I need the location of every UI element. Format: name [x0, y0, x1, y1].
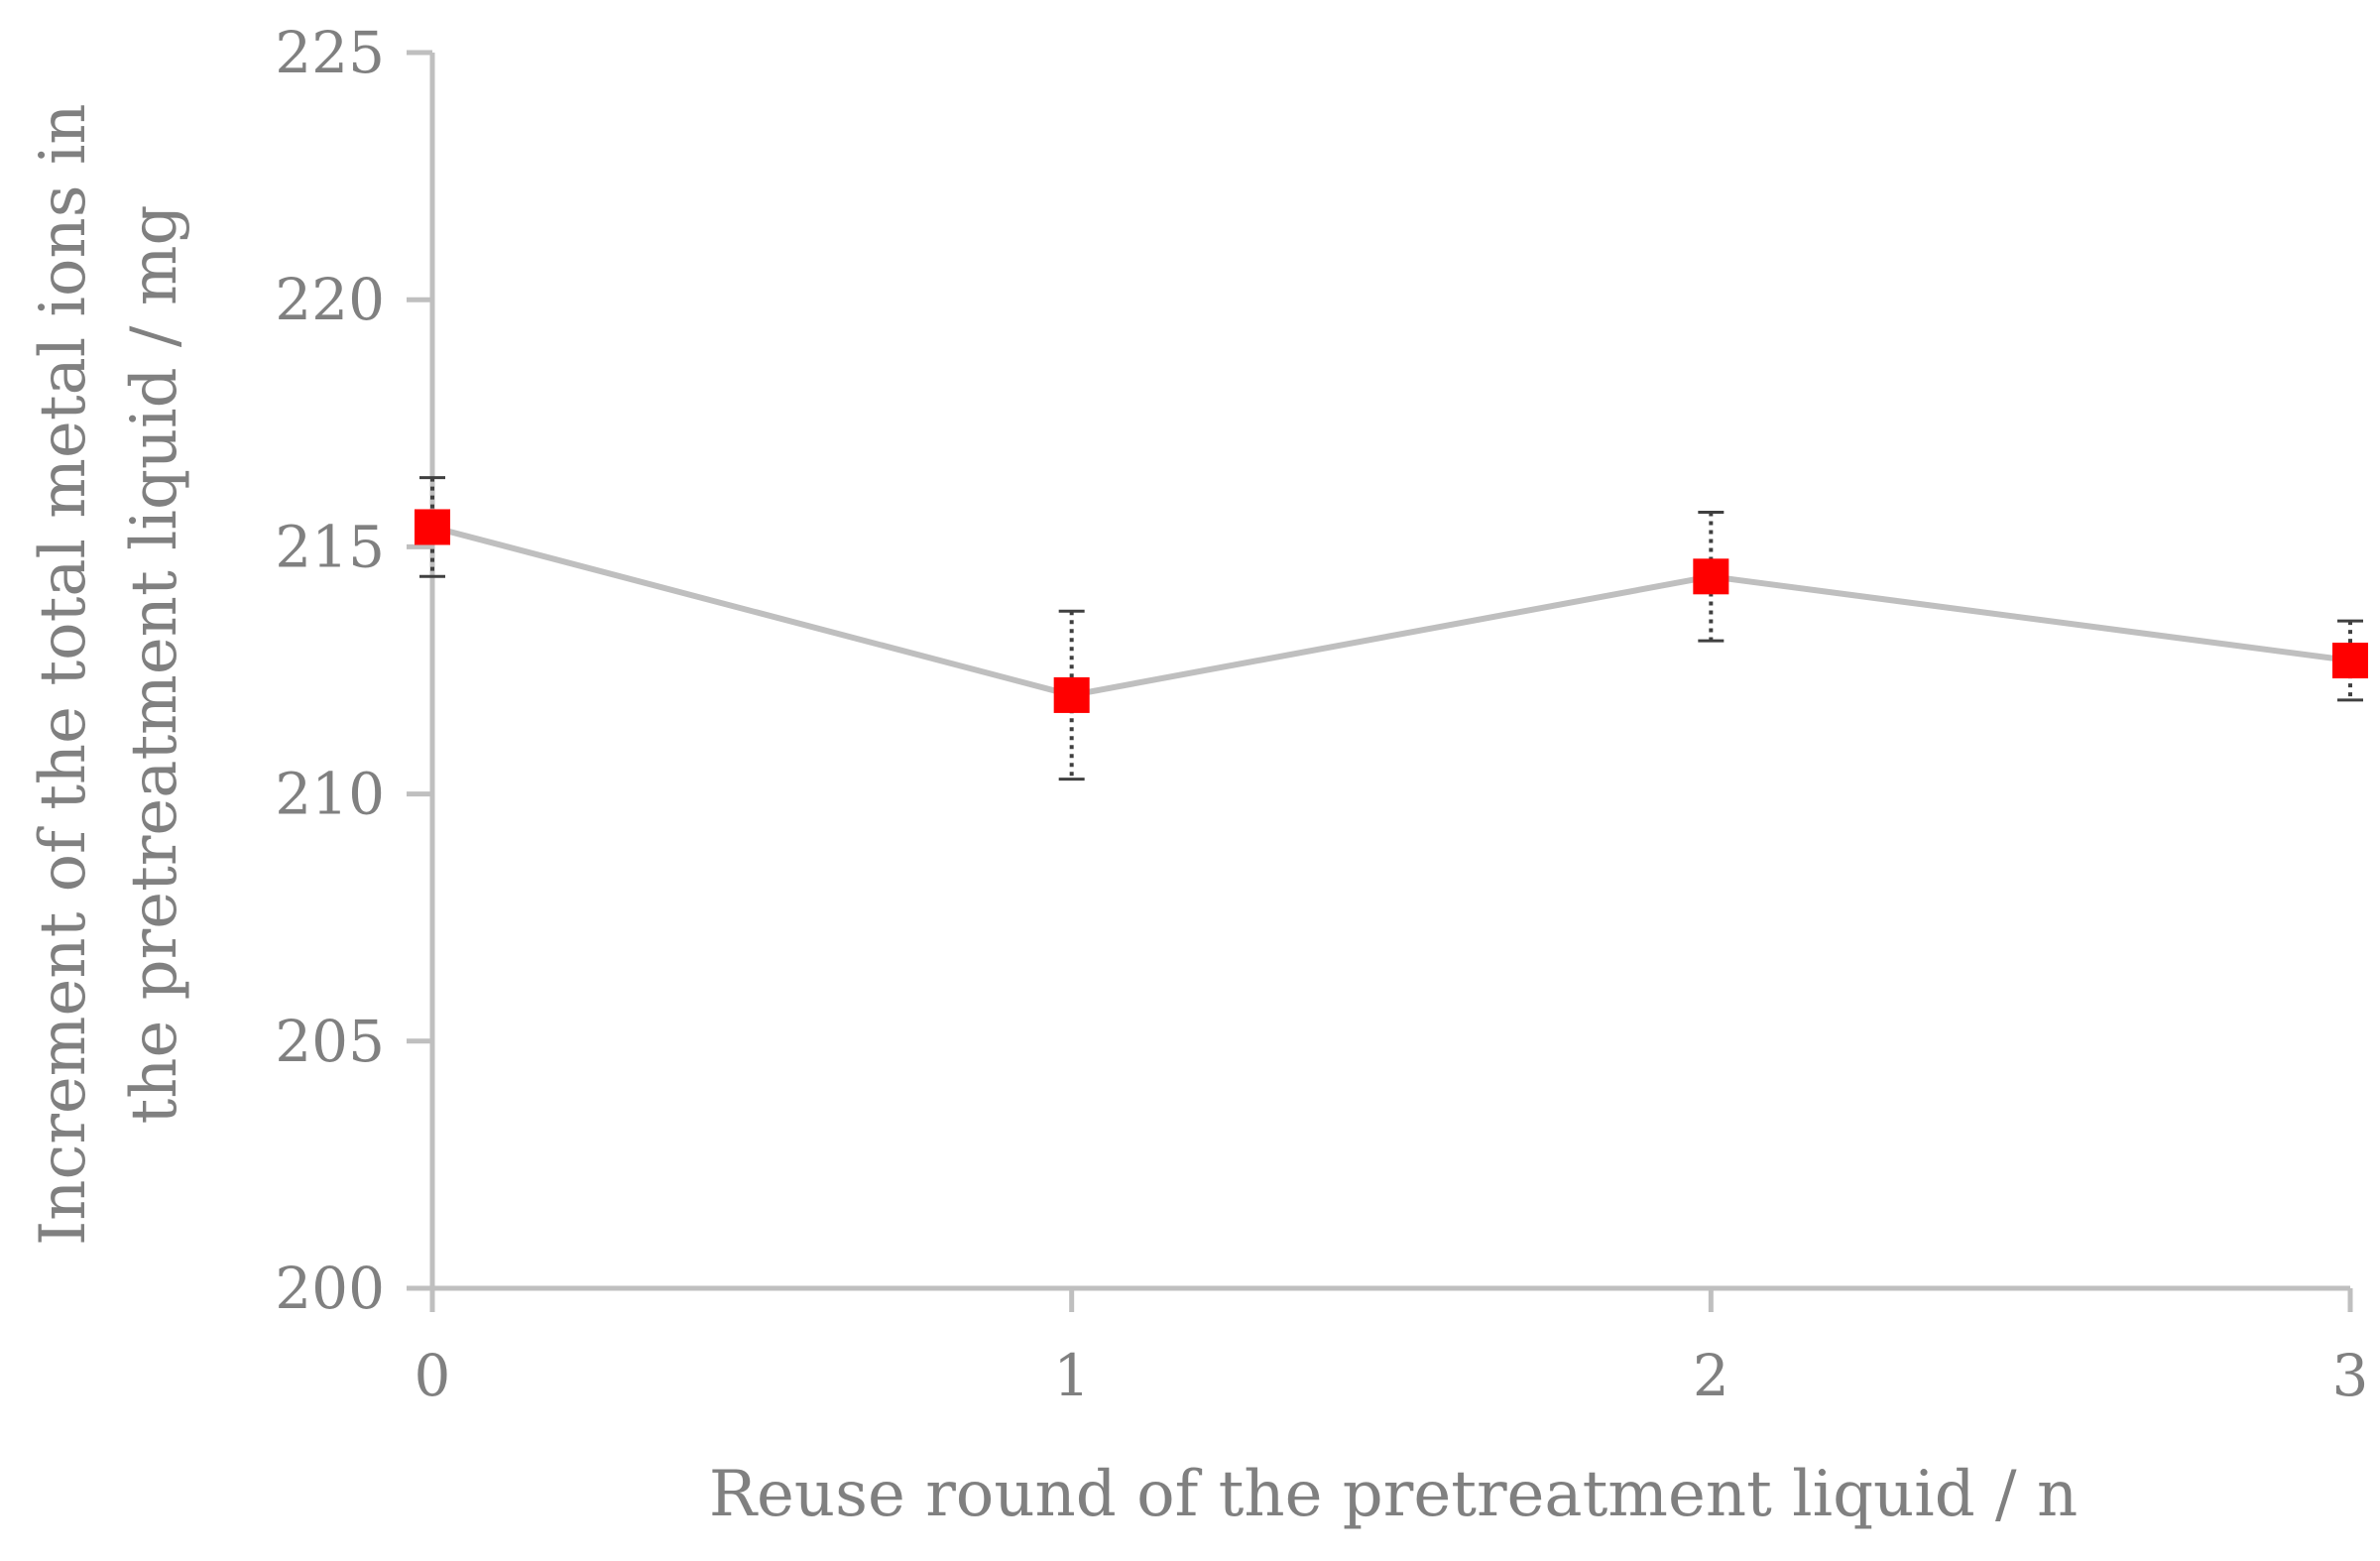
y-tick-label: 225	[275, 19, 385, 86]
x-tick-label: 3	[2332, 1342, 2369, 1409]
x-tick-label: 1	[1053, 1342, 1090, 1409]
y-tick-label: 210	[275, 761, 385, 828]
tick-labels: 200 205 210 215 220 225 0 1 2 3	[275, 19, 2368, 1409]
y-axis-title-line-1: Increment of the total metal ions in	[27, 103, 100, 1246]
data-point-marker	[415, 509, 450, 545]
data-point-marker	[1053, 676, 1090, 713]
x-tick-label: 0	[415, 1342, 451, 1409]
y-tick-label: 200	[275, 1255, 385, 1322]
data-point-marker	[2332, 643, 2368, 679]
series	[415, 476, 2368, 781]
y-tick-label: 220	[275, 266, 385, 333]
y-tick-label: 215	[275, 513, 385, 580]
x-tick-label: 2	[1693, 1342, 1729, 1409]
axes	[407, 50, 2353, 1312]
y-tick-label: 205	[275, 1008, 385, 1075]
y-axis-title-line-2: the pretreatment liquid / mg	[118, 205, 191, 1125]
x-axis-title: Reuse round of the pretreatment liquid /…	[709, 1458, 2078, 1531]
data-point-marker	[1693, 558, 1729, 595]
y-axis-title: Increment of the total metal ions in the…	[27, 83, 191, 1246]
series-line	[431, 524, 2351, 698]
